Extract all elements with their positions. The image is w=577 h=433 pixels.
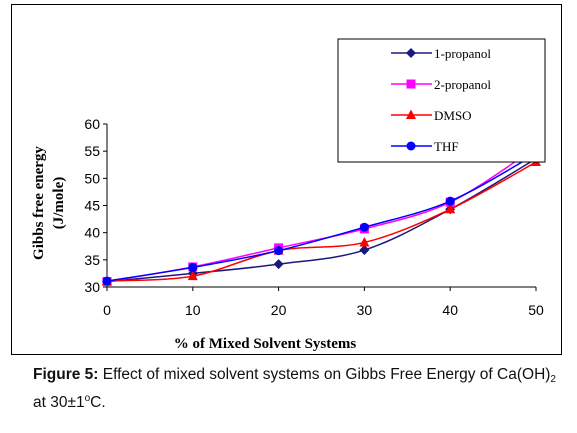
- x-tick-label: 40: [442, 302, 458, 318]
- caption-line2-end: C.: [90, 394, 106, 411]
- data-point: [273, 259, 284, 270]
- caption-label: Figure 5:: [33, 366, 99, 383]
- y-axis-label-line2: (J/mole): [51, 177, 67, 229]
- y-tick-label: 60: [84, 116, 100, 132]
- data-point: [274, 246, 284, 256]
- legend-item: THF: [391, 139, 459, 154]
- data-point: [187, 270, 198, 281]
- x-tick-label: 30: [357, 302, 373, 318]
- data-point: [359, 236, 370, 247]
- x-tick-label: 0: [103, 302, 111, 318]
- series-thf: [102, 149, 541, 286]
- y-tick-label: 45: [84, 198, 100, 214]
- y-tick-label: 55: [84, 143, 100, 159]
- caption-line2: at 30±1: [33, 394, 85, 411]
- x-tick-label: 10: [185, 302, 201, 318]
- legend-marker: [406, 79, 416, 89]
- x-tick-label: 20: [271, 302, 287, 318]
- legend-marker: [406, 48, 416, 58]
- axes: 30 35 40 45 50 55 60 0 10 20 30 40 50: [84, 116, 544, 318]
- legend-item: 2-propanol: [391, 77, 491, 92]
- caption-superscript: o: [84, 393, 91, 404]
- series-layer: [102, 142, 541, 287]
- y-tick-label: 40: [84, 225, 100, 241]
- y-tick-label: 30: [84, 279, 100, 295]
- data-point: [445, 203, 456, 214]
- legend-label: THF: [434, 139, 459, 154]
- data-point: [359, 222, 369, 232]
- y-axis-label: Gibbs free energy (J/mole): [31, 146, 67, 260]
- series-line: [106, 158, 537, 283]
- chart-frame: 30 35 40 45 50 55 60 0 10 20 30 40 50 1-propanol 2-pr…: [11, 4, 562, 355]
- series-line: [106, 146, 537, 283]
- chart-svg: 30 35 40 45 50 55 60 0 10 20 30 40 50 1-propanol 2-pr…: [31, 38, 546, 352]
- data-point: [359, 245, 370, 256]
- legend-label: DMSO: [434, 108, 472, 123]
- figure-caption: Figure 5: Effect of mixed solvent system…: [33, 365, 563, 412]
- legend-marker: [406, 109, 416, 119]
- caption-text: Effect of mixed solvent systems on Gibbs…: [98, 366, 551, 383]
- legend: 1-propanol 2-propanol DMSO THF: [337, 38, 546, 163]
- data-point: [102, 276, 112, 286]
- caption-subscript: 2: [550, 374, 556, 385]
- series-line: [106, 153, 537, 282]
- legend-box: [337, 38, 546, 163]
- x-tick-label: 50: [528, 302, 544, 318]
- data-point: [188, 262, 198, 272]
- y-tick-label: 50: [84, 170, 100, 186]
- series-line: [106, 161, 537, 282]
- x-axis-label: % of Mixed Solvent Systems: [174, 336, 357, 352]
- data-point: [445, 196, 455, 206]
- series-1-propanol: [102, 153, 541, 287]
- y-tick-label: 35: [84, 252, 100, 268]
- legend-label: 1-propanol: [434, 46, 491, 61]
- series-dmso: [102, 156, 541, 286]
- legend-marker: [406, 141, 416, 151]
- legend-item: 1-propanol: [391, 46, 491, 61]
- legend-label: 2-propanol: [434, 77, 491, 92]
- legend-item: DMSO: [391, 108, 472, 123]
- series-2-propanol: [102, 142, 541, 287]
- y-axis-label-line1: Gibbs free energy: [31, 146, 47, 260]
